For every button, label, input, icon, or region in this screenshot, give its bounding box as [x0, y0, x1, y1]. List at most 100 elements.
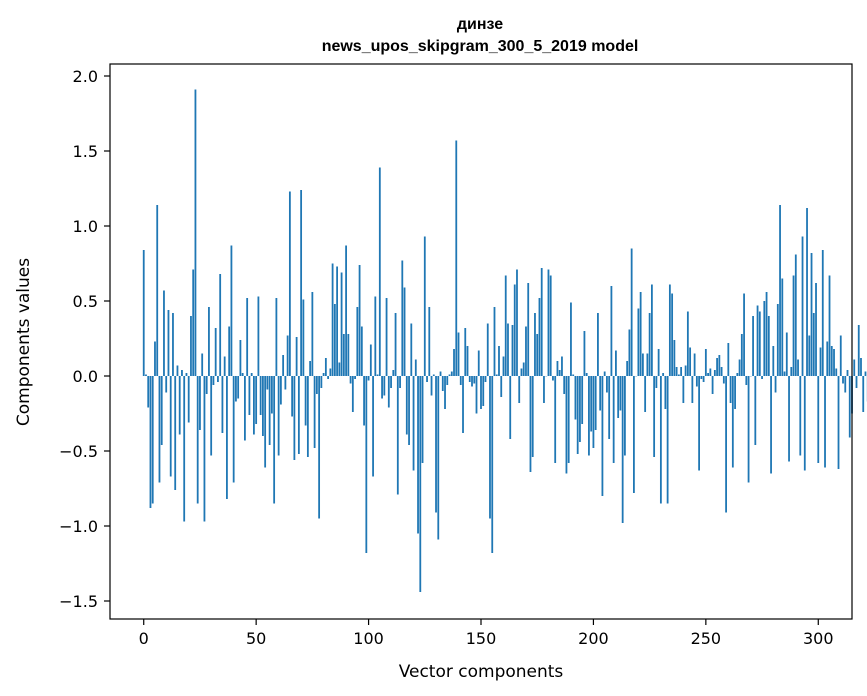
- chart-title-line1: динзе: [457, 16, 503, 33]
- bar-6: [156, 205, 159, 376]
- bar-202: [597, 313, 599, 376]
- bar-206: [606, 376, 608, 393]
- bar-159: [500, 376, 503, 397]
- bar-239: [680, 367, 683, 376]
- bar-265: [738, 359, 741, 376]
- bar-191: [572, 374, 575, 376]
- bar-201: [594, 376, 597, 430]
- bar-33: [217, 376, 219, 382]
- bar-45: [244, 376, 246, 441]
- bar-210: [615, 350, 617, 376]
- bar-48: [250, 373, 253, 376]
- bar-101: [369, 344, 372, 376]
- bar-263: [734, 376, 736, 409]
- bar-104: [376, 374, 379, 376]
- bar-204: [601, 376, 604, 496]
- bar-227: [653, 376, 656, 457]
- bar-107: [383, 376, 386, 396]
- bar-12: [169, 376, 172, 477]
- bar-181: [549, 275, 552, 376]
- bar-5: [154, 341, 156, 376]
- bar-72: [304, 376, 307, 426]
- bar-162: [507, 323, 509, 376]
- bar-273: [756, 305, 759, 376]
- bar-290: [794, 254, 797, 376]
- bar-188: [565, 376, 568, 474]
- bar-275: [761, 376, 763, 379]
- bar-221: [639, 292, 642, 376]
- x-tick-label: 250: [691, 629, 722, 648]
- bar-233: [666, 376, 669, 504]
- bar-138: [453, 349, 455, 376]
- bar-257: [720, 367, 723, 376]
- bar-1: [145, 374, 147, 376]
- bar-242: [686, 311, 689, 376]
- bar-302: [821, 250, 824, 376]
- bar-0: [142, 250, 145, 376]
- bar-76: [313, 376, 316, 448]
- bar-224: [646, 353, 649, 376]
- bar-203: [599, 376, 602, 411]
- bar-193: [576, 376, 579, 454]
- bar-215: [626, 361, 629, 376]
- bar-287: [788, 376, 790, 462]
- bar-22: [192, 269, 195, 376]
- bar-98: [363, 376, 365, 426]
- x-tick-label: 0: [139, 629, 149, 648]
- bar-282: [776, 304, 779, 376]
- bar-56: [268, 376, 271, 445]
- bar-198: [588, 376, 590, 456]
- bar-177: [540, 268, 543, 376]
- bar-2: [147, 376, 150, 408]
- bar-91: [347, 334, 350, 376]
- bar-55: [266, 376, 269, 390]
- bar-117: [405, 376, 408, 435]
- bar-123: [419, 376, 422, 592]
- bar-18: [183, 376, 186, 522]
- bar-261: [729, 376, 732, 403]
- bar-228: [655, 376, 658, 388]
- bar-86: [336, 266, 338, 376]
- x-tick-label: 200: [578, 629, 609, 648]
- bar-140: [457, 332, 460, 376]
- bar-32: [214, 328, 217, 376]
- bar-245: [693, 353, 696, 376]
- bar-225: [648, 313, 651, 376]
- bar-65: [288, 191, 291, 376]
- bar-289: [792, 275, 795, 376]
- bar-316: [853, 359, 856, 376]
- bar-59: [275, 298, 278, 376]
- bar-58: [273, 376, 276, 504]
- bar-237: [675, 367, 678, 376]
- bar-236: [673, 340, 676, 376]
- bar-317: [855, 376, 858, 388]
- bar-79: [320, 376, 323, 388]
- bar-64: [286, 335, 289, 376]
- bar-151: [482, 376, 485, 406]
- bar-109: [387, 376, 390, 408]
- y-tick-label: 0.0: [73, 367, 98, 386]
- bar-235: [671, 293, 674, 376]
- bar-143: [464, 328, 467, 376]
- bar-132: [439, 371, 442, 376]
- bar-80: [322, 373, 325, 376]
- bar-3: [149, 376, 152, 508]
- bar-172: [529, 376, 532, 472]
- bar-106: [381, 376, 383, 399]
- bar-171: [527, 283, 530, 376]
- bar-255: [716, 358, 718, 376]
- bar-16: [178, 376, 181, 435]
- bar-39: [230, 245, 233, 376]
- y-tick-label: −1.0: [59, 517, 98, 536]
- bar-262: [731, 376, 734, 468]
- bar-62: [282, 355, 285, 376]
- bar-213: [621, 376, 624, 523]
- bar-243: [689, 347, 692, 376]
- bar-308: [835, 368, 838, 376]
- bar-164: [511, 325, 514, 376]
- bar-196: [583, 331, 586, 376]
- bar-13: [172, 313, 174, 376]
- bar-158: [498, 346, 500, 376]
- bar-313: [846, 370, 849, 376]
- bar-36: [223, 356, 226, 376]
